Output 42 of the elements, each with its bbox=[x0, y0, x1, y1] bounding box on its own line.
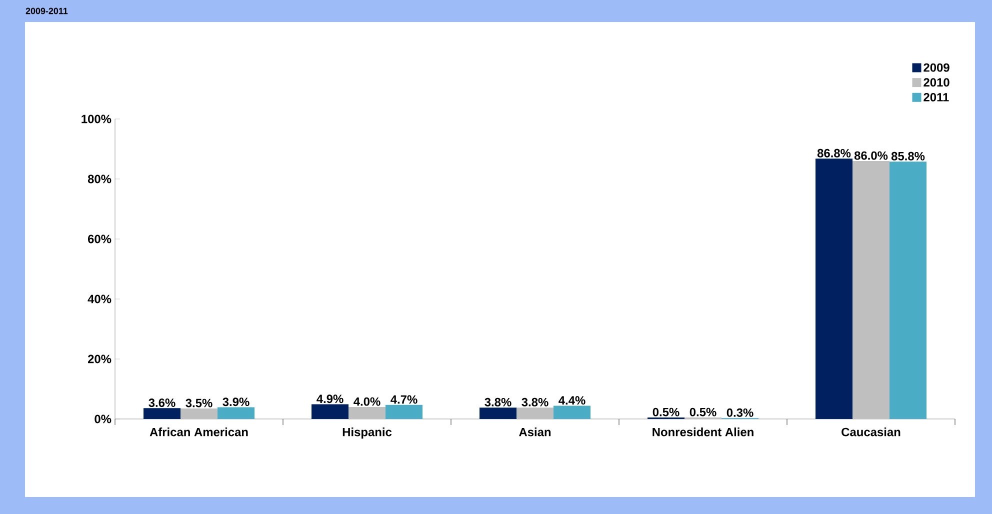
data-label: 4.7% bbox=[390, 395, 418, 404]
data-label: 4.0% bbox=[354, 397, 380, 406]
data-label: 3.8% bbox=[484, 398, 512, 406]
data-label: 3.9% bbox=[222, 398, 250, 406]
x-tick-label: African American bbox=[150, 428, 248, 436]
legend-label: 2009 bbox=[924, 63, 950, 72]
y-tick-label: 60% bbox=[88, 234, 112, 244]
data-label: 86.0% bbox=[854, 151, 888, 160]
data-label: 86.8% bbox=[817, 148, 851, 158]
data-label: 4.9% bbox=[316, 394, 344, 404]
x-tick-label: Asian bbox=[519, 428, 551, 436]
y-tick-label: 0% bbox=[94, 414, 112, 424]
bar bbox=[554, 406, 591, 419]
legend-label: 2010 bbox=[924, 78, 950, 87]
bar bbox=[890, 162, 927, 419]
y-tick-label: 20% bbox=[88, 354, 112, 364]
data-label: 3.8% bbox=[522, 398, 548, 406]
bar bbox=[480, 408, 517, 419]
bar bbox=[312, 404, 349, 419]
bar bbox=[348, 406, 386, 419]
x-tick-label: Caucasian bbox=[842, 428, 900, 436]
x-tick-label: Hispanic bbox=[342, 428, 392, 439]
data-label: 4.4% bbox=[558, 396, 586, 405]
bar bbox=[180, 408, 218, 419]
y-tick-label: 40% bbox=[88, 294, 112, 304]
bar bbox=[144, 408, 181, 419]
bar bbox=[816, 158, 853, 419]
legend-label: 2011 bbox=[924, 92, 949, 102]
bar bbox=[218, 407, 255, 419]
data-label: 0.3% bbox=[726, 408, 754, 417]
data-label: 3.5% bbox=[186, 398, 212, 408]
chart-title: 2009-2011 bbox=[26, 8, 68, 14]
data-label: 85.8% bbox=[891, 152, 925, 160]
y-tick-label: 100% bbox=[82, 114, 112, 124]
bar bbox=[852, 160, 890, 419]
y-tick-label: 80% bbox=[88, 174, 112, 184]
data-label: 3.6% bbox=[148, 398, 176, 407]
bar bbox=[386, 404, 423, 419]
data-label: 0.5% bbox=[690, 408, 716, 416]
bar bbox=[516, 408, 554, 419]
x-tick-label: Nonresident Alien bbox=[652, 428, 754, 436]
data-label: 0.5% bbox=[652, 408, 680, 416]
